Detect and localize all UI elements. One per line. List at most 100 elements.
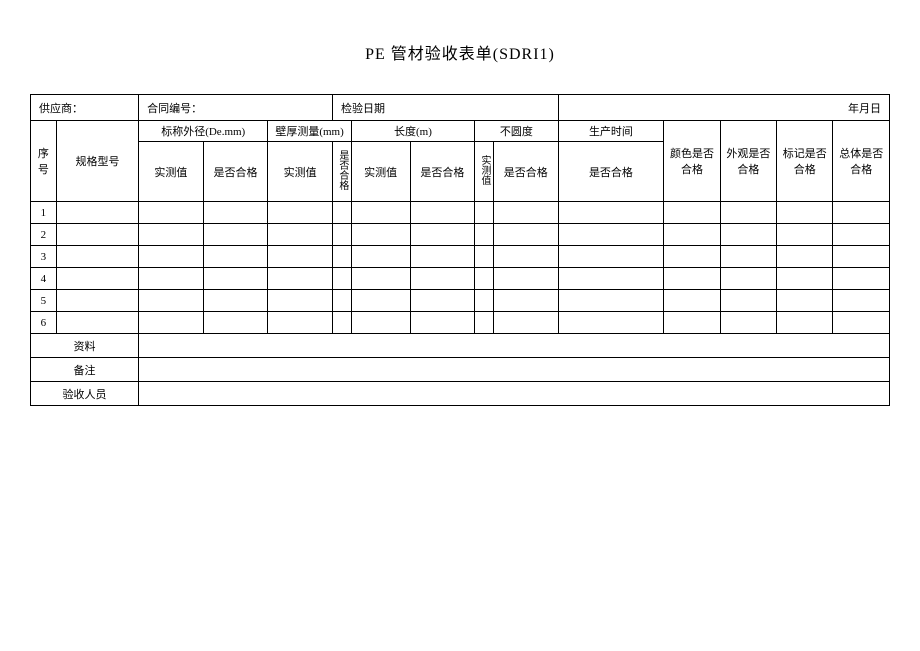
cell bbox=[558, 246, 664, 268]
cell bbox=[720, 312, 776, 334]
cell bbox=[203, 290, 268, 312]
cell bbox=[664, 268, 720, 290]
cell bbox=[203, 268, 268, 290]
row-seq: 3 bbox=[31, 246, 57, 268]
col-nominal-od: 标称外径(De.mm) bbox=[139, 121, 268, 142]
header-row-1: 序号 规格型号 标称外径(De.mm) 壁厚测量(mm) 长度(m) 不圆度 生… bbox=[31, 121, 890, 142]
cell bbox=[493, 268, 558, 290]
cell bbox=[56, 290, 138, 312]
page-title: PE 管材验收表单(SDRI1) bbox=[30, 40, 890, 64]
cell bbox=[493, 312, 558, 334]
cell bbox=[203, 202, 268, 224]
cell bbox=[777, 312, 833, 334]
acceptance-table: 供应商： 合同编号： 检验日期 年月日 序号 规格型号 标称外径(De.mm) … bbox=[30, 94, 890, 406]
footer-inspector-row: 验收人员 bbox=[31, 382, 890, 406]
cell bbox=[268, 202, 333, 224]
info-row: 供应商： 合同编号： 检验日期 年月日 bbox=[31, 95, 890, 121]
cell bbox=[268, 312, 333, 334]
cell bbox=[351, 268, 410, 290]
col-spec: 规格型号 bbox=[56, 121, 138, 202]
cell bbox=[720, 224, 776, 246]
cell bbox=[558, 312, 664, 334]
cell bbox=[720, 268, 776, 290]
row-seq: 6 bbox=[31, 312, 57, 334]
col-prod-time: 生产时间 bbox=[558, 121, 664, 142]
wall-qualified: 是否合格 bbox=[332, 142, 351, 202]
cell bbox=[56, 246, 138, 268]
cell bbox=[664, 224, 720, 246]
row-seq: 4 bbox=[31, 268, 57, 290]
cell bbox=[833, 246, 890, 268]
cell bbox=[558, 224, 664, 246]
cell bbox=[332, 246, 351, 268]
cell bbox=[720, 202, 776, 224]
table-row: 1 bbox=[31, 202, 890, 224]
footer-inspector-cell bbox=[139, 382, 890, 406]
cell bbox=[833, 290, 890, 312]
footer-remark-cell bbox=[139, 358, 890, 382]
cell bbox=[351, 290, 410, 312]
cell bbox=[475, 312, 494, 334]
cell bbox=[351, 246, 410, 268]
col-wall: 壁厚测量(mm) bbox=[268, 121, 351, 142]
cell bbox=[410, 268, 475, 290]
col-length: 长度(m) bbox=[351, 121, 474, 142]
cell bbox=[268, 224, 333, 246]
col-seq: 序号 bbox=[31, 121, 57, 202]
cell bbox=[139, 224, 204, 246]
footer-remark-label: 备注 bbox=[31, 358, 139, 382]
row-seq: 5 bbox=[31, 290, 57, 312]
cell bbox=[558, 202, 664, 224]
cell bbox=[332, 224, 351, 246]
cell bbox=[139, 268, 204, 290]
cell bbox=[493, 224, 558, 246]
cell bbox=[777, 202, 833, 224]
cell bbox=[268, 290, 333, 312]
cell bbox=[720, 246, 776, 268]
cell bbox=[332, 290, 351, 312]
cell bbox=[720, 290, 776, 312]
cell bbox=[410, 290, 475, 312]
footer-remark-row: 备注 bbox=[31, 358, 890, 382]
col-overall-ok: 总体是否合格 bbox=[833, 121, 890, 202]
cell bbox=[777, 246, 833, 268]
inspect-date-label: 检验日期 bbox=[332, 95, 558, 121]
cell bbox=[139, 246, 204, 268]
footer-material-row: 资料 bbox=[31, 334, 890, 358]
cell bbox=[493, 202, 558, 224]
supplier-label: 供应商： bbox=[31, 95, 139, 121]
cell bbox=[475, 268, 494, 290]
cell bbox=[664, 290, 720, 312]
prod-qualified: 是否合格 bbox=[558, 142, 664, 202]
row-seq: 1 bbox=[31, 202, 57, 224]
cell bbox=[203, 224, 268, 246]
cell bbox=[351, 202, 410, 224]
cell bbox=[56, 224, 138, 246]
cell bbox=[777, 268, 833, 290]
cell bbox=[351, 312, 410, 334]
col-color-ok: 颜色是否合格 bbox=[664, 121, 720, 202]
cell bbox=[139, 290, 204, 312]
cell bbox=[833, 268, 890, 290]
cell bbox=[139, 312, 204, 334]
od-qualified: 是否合格 bbox=[203, 142, 268, 202]
table-row: 2 bbox=[31, 224, 890, 246]
cell bbox=[410, 312, 475, 334]
cell bbox=[351, 224, 410, 246]
cell bbox=[475, 224, 494, 246]
col-marking-ok: 标记是否合格 bbox=[777, 121, 833, 202]
round-qualified: 是否合格 bbox=[493, 142, 558, 202]
cell bbox=[139, 202, 204, 224]
cell bbox=[493, 246, 558, 268]
cell bbox=[475, 290, 494, 312]
table-row: 5 bbox=[31, 290, 890, 312]
footer-inspector-label: 验收人员 bbox=[31, 382, 139, 406]
cell bbox=[475, 246, 494, 268]
cell bbox=[268, 268, 333, 290]
cell bbox=[410, 246, 475, 268]
cell bbox=[833, 202, 890, 224]
cell bbox=[203, 312, 268, 334]
table-row: 6 bbox=[31, 312, 890, 334]
col-roundness: 不圆度 bbox=[475, 121, 558, 142]
table-row: 3 bbox=[31, 246, 890, 268]
